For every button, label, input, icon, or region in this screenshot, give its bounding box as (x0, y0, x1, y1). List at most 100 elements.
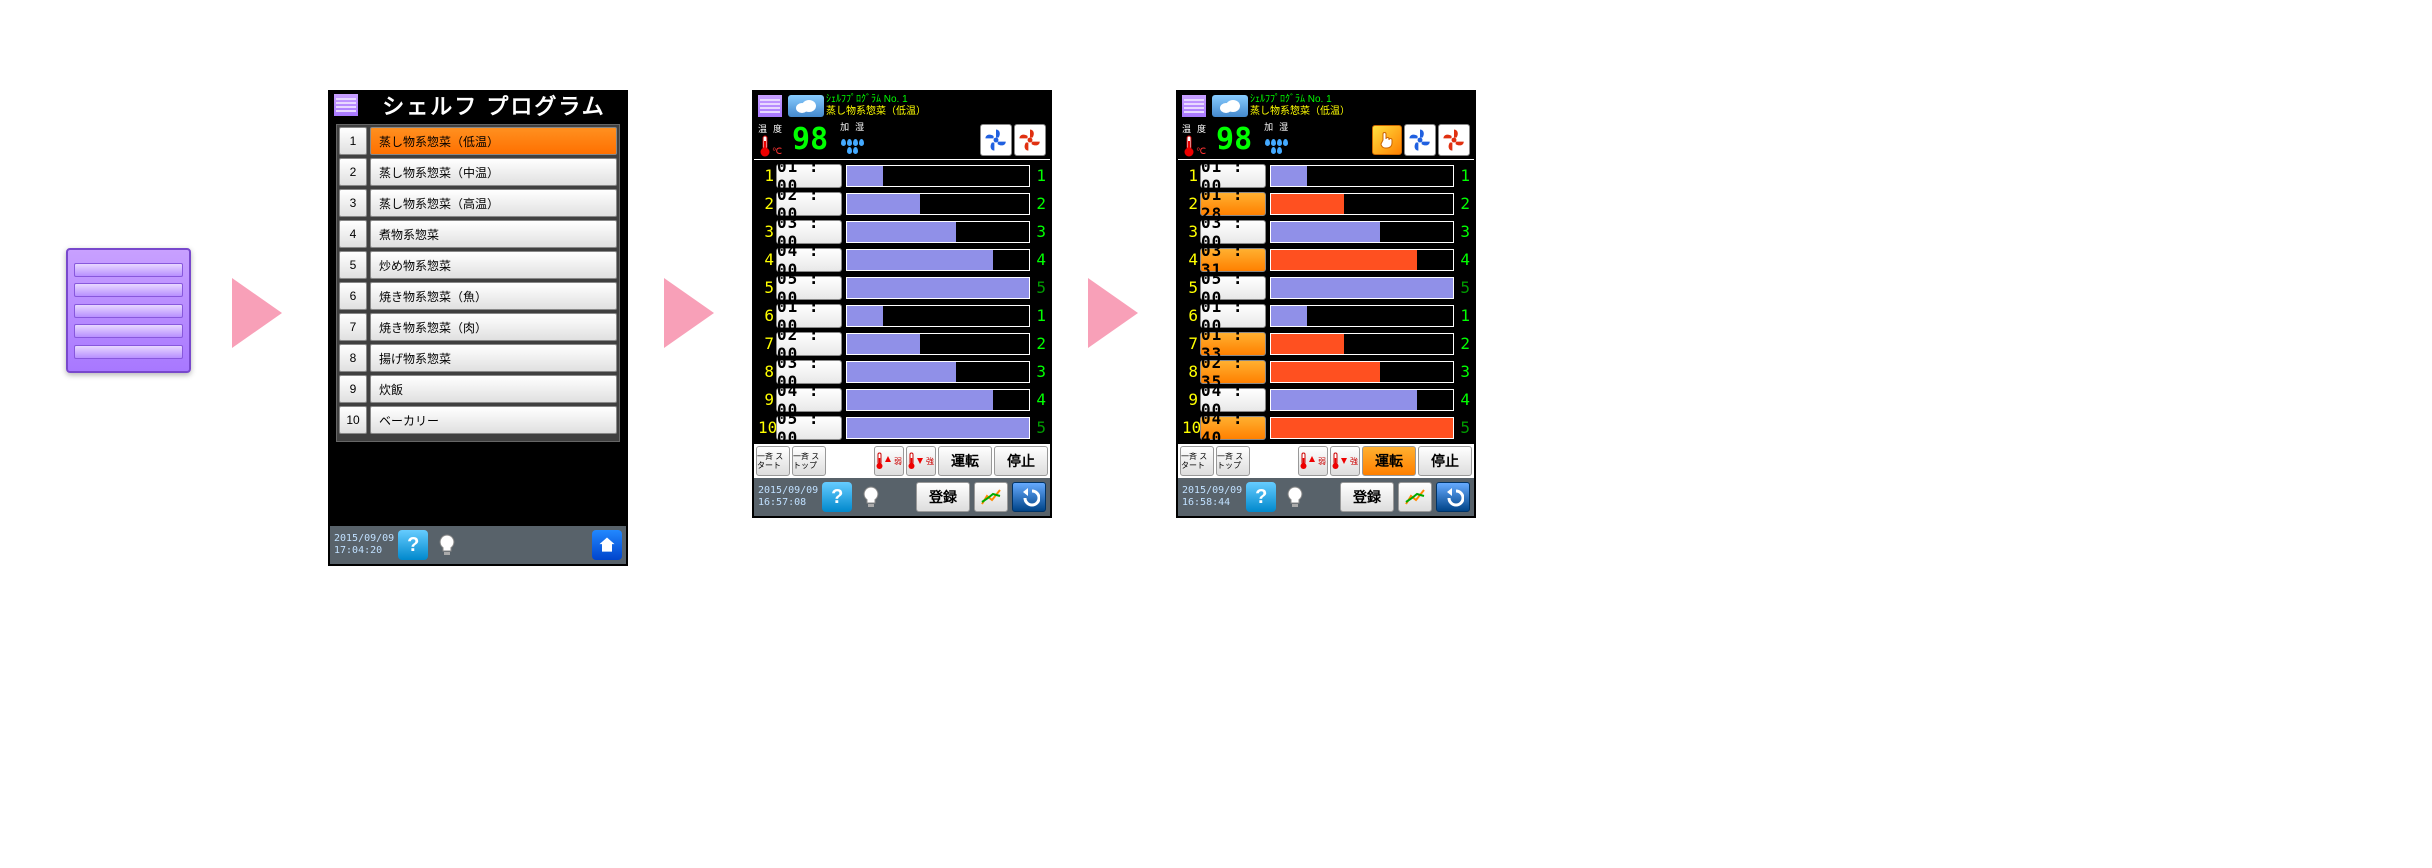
halt-button[interactable]: 停止 (1418, 446, 1472, 476)
timer-list: 1 01 : 00 1 2 01 : 28 2 3 03 : 00 3 4 03… (1178, 160, 1474, 444)
row-level: 1 (1454, 166, 1470, 185)
run-button[interactable]: 運転 (938, 446, 992, 476)
help-icon[interactable]: ? (398, 530, 428, 560)
row-label: 炊飯 (370, 375, 617, 403)
row-level: 3 (1030, 222, 1046, 241)
row-index: 9 (1182, 390, 1200, 409)
time-display[interactable]: 05 : 00 (776, 416, 842, 440)
graph-icon[interactable] (974, 482, 1008, 512)
list-item[interactable]: 4 煮物系惣菜 (339, 220, 617, 248)
progress-bar (1270, 417, 1454, 439)
row-level: 3 (1454, 222, 1470, 241)
undo-icon[interactable] (1436, 482, 1470, 512)
graph-icon[interactable] (1398, 482, 1432, 512)
progress-bar (846, 333, 1030, 355)
list-item[interactable]: 3 蒸し物系惣菜（高温） (339, 189, 617, 217)
temp-up-button[interactable]: 強 (906, 446, 936, 476)
home-icon[interactable] (592, 530, 622, 560)
row-level: 5 (1454, 278, 1470, 297)
fan-red-icon[interactable] (1014, 124, 1046, 156)
progress-bar (1270, 277, 1454, 299)
bulb-icon[interactable] (856, 482, 886, 512)
progress-bar (846, 277, 1030, 299)
list-item[interactable]: 8 揚げ物系惣菜 (339, 344, 617, 372)
program-info: ｼｪﾙﾌﾌﾟﾛｸﾞﾗﾑ No. 1 蒸し物系惣菜（低温） (1250, 94, 1350, 118)
row-label: 揚げ物系惣菜 (370, 344, 617, 372)
all-stop-button[interactable]: 一斉 ストップ (1216, 446, 1250, 476)
timer-screen-idle: ｼｪﾙﾌﾌﾟﾛｸﾞﾗﾑ No. 1 蒸し物系惣菜（低温） 温度 ℃ 98 加湿 … (752, 90, 1052, 518)
row-level: 3 (1030, 362, 1046, 381)
progress-bar (846, 221, 1030, 243)
row-level: 5 (1454, 418, 1470, 437)
footer-datetime: 2015/09/0917:04:20 (334, 533, 394, 557)
footer-bar: 2015/09/0916:57:08 ? 登録 (754, 478, 1050, 516)
undo-icon[interactable] (1012, 482, 1046, 512)
list-item[interactable]: 5 炒め物系惣菜 (339, 251, 617, 279)
row-number: 3 (339, 189, 367, 217)
row-index: 2 (758, 194, 776, 213)
shelf-mini-icon (758, 95, 782, 117)
register-button[interactable]: 登録 (1340, 482, 1394, 512)
row-index: 10 (1182, 418, 1200, 437)
help-icon[interactable]: ? (1246, 482, 1276, 512)
row-number: 7 (339, 313, 367, 341)
cloud-icon (1212, 95, 1248, 117)
list-item[interactable]: 7 焼き物系惣菜（肉） (339, 313, 617, 341)
footer-bar: 2015/09/0917:04:20 ? (330, 526, 626, 564)
row-label: 焼き物系惣菜（魚） (370, 282, 617, 310)
progress-bar (1270, 165, 1454, 187)
row-level: 5 (1030, 278, 1046, 297)
run-button[interactable]: 運転 (1362, 446, 1416, 476)
temp-down-button[interactable]: 弱 (874, 446, 904, 476)
row-number: 9 (339, 375, 367, 403)
progress-bar (1270, 361, 1454, 383)
bulb-icon[interactable] (1280, 482, 1310, 512)
status-bar: 温度 ℃ 98 加湿 (1178, 120, 1474, 160)
bulb-icon[interactable] (432, 530, 462, 560)
row-level: 4 (1454, 250, 1470, 269)
row-level: 3 (1454, 362, 1470, 381)
row-number: 5 (339, 251, 367, 279)
row-level: 4 (1030, 390, 1046, 409)
row-number: 4 (339, 220, 367, 248)
list-item[interactable]: 1 蒸し物系惣菜（低温） (339, 127, 617, 155)
row-index: 4 (1182, 250, 1200, 269)
row-label: 焼き物系惣菜（肉） (370, 313, 617, 341)
fan-blue-icon[interactable] (980, 124, 1012, 156)
temp-up-button[interactable]: 強 (1330, 446, 1360, 476)
list-item[interactable]: 2 蒸し物系惣菜（中温） (339, 158, 617, 186)
list-item[interactable]: 6 焼き物系惣菜（魚） (339, 282, 617, 310)
register-button[interactable]: 登録 (916, 482, 970, 512)
status-bar: 温度 ℃ 98 加湿 (754, 120, 1050, 160)
all-start-button[interactable]: 一斉 スタート (1180, 446, 1214, 476)
row-level: 4 (1454, 390, 1470, 409)
row-index: 8 (1182, 362, 1200, 381)
all-stop-button[interactable]: 一斉 ストップ (792, 446, 826, 476)
footer-bar: 2015/09/0916:58:44 ? 登録 (1178, 478, 1474, 516)
progress-bar (1270, 305, 1454, 327)
list-item[interactable]: 10 ベーカリー (339, 406, 617, 434)
temp-label: 温度 ℃ (1182, 122, 1206, 157)
all-start-button[interactable]: 一斉 スタート (756, 446, 790, 476)
footer-datetime: 2015/09/0916:57:08 (758, 485, 818, 509)
progress-bar (846, 249, 1030, 271)
help-icon[interactable]: ? (822, 482, 852, 512)
shelf-icon[interactable] (66, 248, 191, 373)
row-level: 1 (1030, 166, 1046, 185)
arrow-icon (1088, 278, 1138, 348)
arrow-icon (232, 278, 282, 348)
time-display[interactable]: 04 : 40 (1200, 416, 1266, 440)
fan-red-icon[interactable] (1438, 124, 1470, 156)
program-info: ｼｪﾙﾌﾌﾟﾛｸﾞﾗﾑ No. 1 蒸し物系惣菜（低温） (826, 94, 926, 118)
halt-button[interactable]: 停止 (994, 446, 1048, 476)
row-index: 9 (758, 390, 776, 409)
fan-blue-icon[interactable] (1404, 124, 1436, 156)
progress-bar (846, 305, 1030, 327)
row-index: 6 (1182, 306, 1200, 325)
manual-mode-icon[interactable] (1372, 125, 1402, 155)
row-index: 2 (1182, 194, 1200, 213)
list-item[interactable]: 9 炊飯 (339, 375, 617, 403)
row-index: 3 (1182, 222, 1200, 241)
temp-down-button[interactable]: 弱 (1298, 446, 1328, 476)
progress-bar (1270, 333, 1454, 355)
